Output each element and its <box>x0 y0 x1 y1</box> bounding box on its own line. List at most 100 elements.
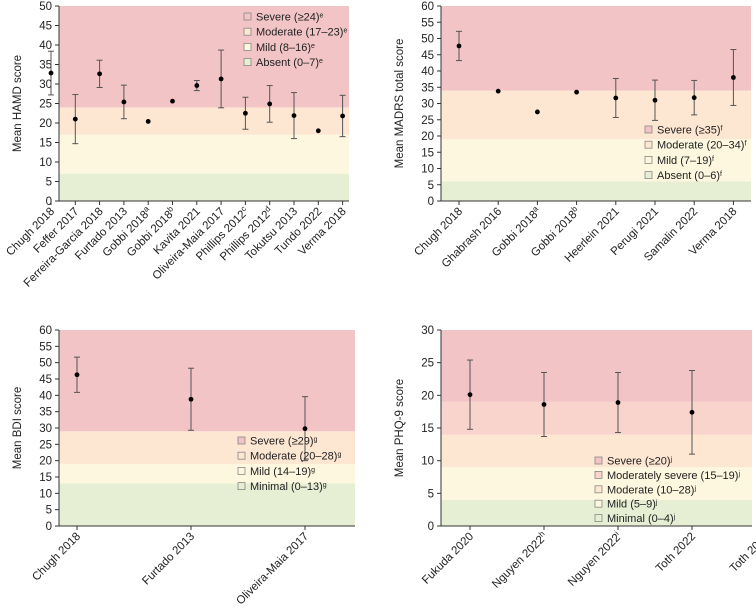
y-tick-label: 50 <box>39 1 52 13</box>
y-tick-label: 25 <box>421 358 434 370</box>
band-moderately_severe <box>441 401 752 435</box>
data-point <box>340 113 345 119</box>
band-moderate <box>59 107 349 135</box>
legend-swatch-severe <box>594 456 603 465</box>
band-severe <box>441 330 752 402</box>
legend-swatch-mild <box>243 43 252 51</box>
legend-swatch-absent <box>243 58 252 66</box>
band-mild <box>441 139 751 182</box>
data-point <box>691 95 697 101</box>
y-axis-title: Mean HAMD score <box>12 55 24 152</box>
data-point <box>456 43 462 49</box>
legend-swatch-mild <box>237 466 246 475</box>
data-point <box>121 99 127 105</box>
data-point <box>535 109 540 115</box>
legend-swatch-moderately_severe <box>594 470 603 479</box>
band-moderate <box>59 431 355 464</box>
data-point <box>188 396 194 402</box>
y-tick-label: 35 <box>39 407 52 419</box>
chart-panel-2: 0 5 10 15 20 25 30 35 40 45 50 55 60 Mean MADRS total… <box>394 1 751 270</box>
y-tick-label: 15 <box>39 472 52 484</box>
y-tick-label: 10 <box>421 164 434 176</box>
band-severe <box>59 6 349 108</box>
data-point <box>194 83 200 88</box>
legend-label-moderate: Moderate (17–23)e <box>256 27 347 39</box>
band-absent <box>441 181 751 201</box>
y-tick-label: 25 <box>39 439 52 451</box>
legend-label-moderately_severe: Moderately severe (15–19)j <box>607 470 740 482</box>
legend-label-absent: Minimal (0–4)j <box>607 513 676 525</box>
y-tick-label: 10 <box>421 456 434 468</box>
data-point <box>74 372 80 378</box>
legend-label-absent: Minimal (0–13)g <box>250 481 327 493</box>
y-tick-label: 25 <box>421 115 434 127</box>
x-tick-label: Furtado 2013 <box>140 531 197 588</box>
y-tick-label: 5 <box>428 180 434 192</box>
x-tick-label: Nguyen 2022h <box>488 529 550 591</box>
band-severe <box>59 330 355 432</box>
y-tick-label: 25 <box>39 99 52 111</box>
y-tick-label: 40 <box>39 390 52 402</box>
legend-swatch-absent <box>237 482 246 491</box>
x-tick-label: Chugh 2018 <box>30 531 83 584</box>
y-tick-label: 5 <box>46 505 52 517</box>
x-tick-label: Oliveira-Maia 2017 <box>234 531 311 608</box>
data-point <box>731 75 736 80</box>
y-axis-title: Mean PHQ-9 score <box>394 379 406 477</box>
y-tick-label: 15 <box>421 147 434 159</box>
y-tick-label: 50 <box>421 34 434 46</box>
y-tick-label: 5 <box>428 488 434 500</box>
data-point <box>72 116 78 122</box>
x-tick-label: Toth 2022 <box>728 531 756 575</box>
y-tick-label: 30 <box>39 423 52 435</box>
data-point <box>170 98 175 104</box>
y-tick-label: 30 <box>421 99 434 111</box>
legend-label-absent: Absent (0–7)e <box>256 57 323 69</box>
y-tick-label: 30 <box>421 325 434 337</box>
y-tick-label: 45 <box>39 21 52 33</box>
y-tick-label: 10 <box>39 157 52 169</box>
y-tick-label: 45 <box>39 374 52 386</box>
legend-label-mild: Mild (14–19)g <box>250 466 315 478</box>
data-point <box>302 426 308 432</box>
y-tick-label: 60 <box>39 325 52 337</box>
data-point <box>218 76 224 82</box>
data-point <box>97 71 102 77</box>
data-point <box>315 128 321 134</box>
y-tick-label: 20 <box>421 390 434 402</box>
legend-swatch-severe <box>237 436 246 445</box>
legend-label-moderate: Moderate (20–34)f <box>657 140 746 152</box>
x-tick-label: Nguyen 2022i <box>564 529 624 589</box>
data-point <box>243 110 248 116</box>
y-tick-label: 20 <box>39 118 52 130</box>
data-point <box>574 89 579 95</box>
y-tick-label: 0 <box>428 196 434 208</box>
data-point <box>615 400 621 405</box>
legend-swatch-severe <box>644 125 653 134</box>
legend-label-absent: Absent (0–6)f <box>657 170 722 182</box>
band-moderate <box>441 90 751 140</box>
y-tick-label: 0 <box>46 521 52 533</box>
data-point <box>613 95 619 101</box>
legend-swatch-moderate <box>237 451 246 460</box>
y-tick-label: 35 <box>421 82 434 94</box>
legend-label-moderate: Moderate (10–28)j <box>607 484 696 496</box>
y-tick-label: 40 <box>421 66 434 78</box>
legend-swatch-moderate <box>644 140 653 149</box>
y-tick-label: 20 <box>421 131 434 143</box>
y-tick-label: 0 <box>428 521 434 533</box>
data-point <box>467 392 473 398</box>
data-point <box>267 101 273 107</box>
legend-label-severe: Severe (≥20)j <box>607 456 673 468</box>
band-mild <box>59 134 349 174</box>
legend-swatch-absent <box>594 514 603 522</box>
y-tick-label: 15 <box>39 138 52 150</box>
legend-swatch-moderate <box>243 27 252 36</box>
legend-label-mild: Mild (7–19)f <box>657 155 714 167</box>
legend-swatch-mild <box>594 499 603 508</box>
y-tick-label: 0 <box>46 196 52 208</box>
y-tick-label: 30 <box>39 79 52 91</box>
